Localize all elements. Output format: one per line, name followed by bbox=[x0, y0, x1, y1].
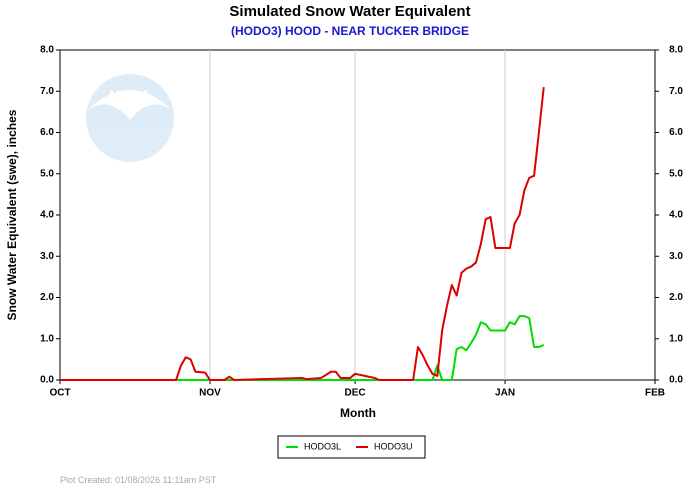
legend-label: HODO3U bbox=[374, 441, 413, 451]
chart-title: Simulated Snow Water Equivalent bbox=[229, 3, 470, 20]
x-tick-label: FEB bbox=[645, 388, 665, 399]
x-tick-label: NOV bbox=[199, 388, 221, 399]
noaa-logo: NOAA bbox=[86, 74, 174, 162]
y-tick-label: 5.0 bbox=[40, 168, 54, 179]
y2-tick-label: 5.0 bbox=[669, 168, 683, 179]
x-tick-label: JAN bbox=[495, 388, 515, 399]
y-axis-label: Snow Water Equivalent (swe), inches bbox=[5, 109, 19, 320]
y-tick-label: 6.0 bbox=[40, 127, 54, 138]
y-tick-label: 8.0 bbox=[40, 45, 54, 56]
x-axis-label: Month bbox=[340, 406, 376, 420]
x-tick-label: OCT bbox=[49, 388, 70, 399]
y-tick-label: 3.0 bbox=[40, 251, 54, 262]
x-tick-label: DEC bbox=[345, 388, 366, 399]
series-line bbox=[60, 87, 545, 381]
footer: Plot Created: 01/08/2026 11:11am PST bbox=[60, 475, 217, 485]
y2-tick-label: 1.0 bbox=[669, 333, 683, 344]
legend-label: HODO3L bbox=[304, 441, 341, 451]
series-line bbox=[176, 315, 545, 381]
chart-subtitle: (HODO3) HOOD - NEAR TUCKER BRIDGE bbox=[231, 24, 469, 38]
y-tick-label: 4.0 bbox=[40, 210, 54, 221]
y2-tick-label: 0.0 bbox=[669, 375, 683, 386]
y-tick-label: 0.0 bbox=[40, 375, 54, 386]
y2-tick-label: 4.0 bbox=[669, 210, 683, 221]
y-tick-label: 1.0 bbox=[40, 333, 54, 344]
y-tick-label: 7.0 bbox=[40, 86, 54, 97]
y2-tick-label: 7.0 bbox=[669, 86, 683, 97]
y-tick-label: 2.0 bbox=[40, 292, 54, 303]
y2-tick-label: 3.0 bbox=[669, 251, 683, 262]
y2-tick-label: 2.0 bbox=[669, 292, 683, 303]
svg-text:NOAA: NOAA bbox=[109, 87, 150, 103]
y2-tick-label: 6.0 bbox=[669, 127, 683, 138]
legend bbox=[277, 435, 426, 459]
y2-tick-label: 8.0 bbox=[669, 45, 683, 56]
